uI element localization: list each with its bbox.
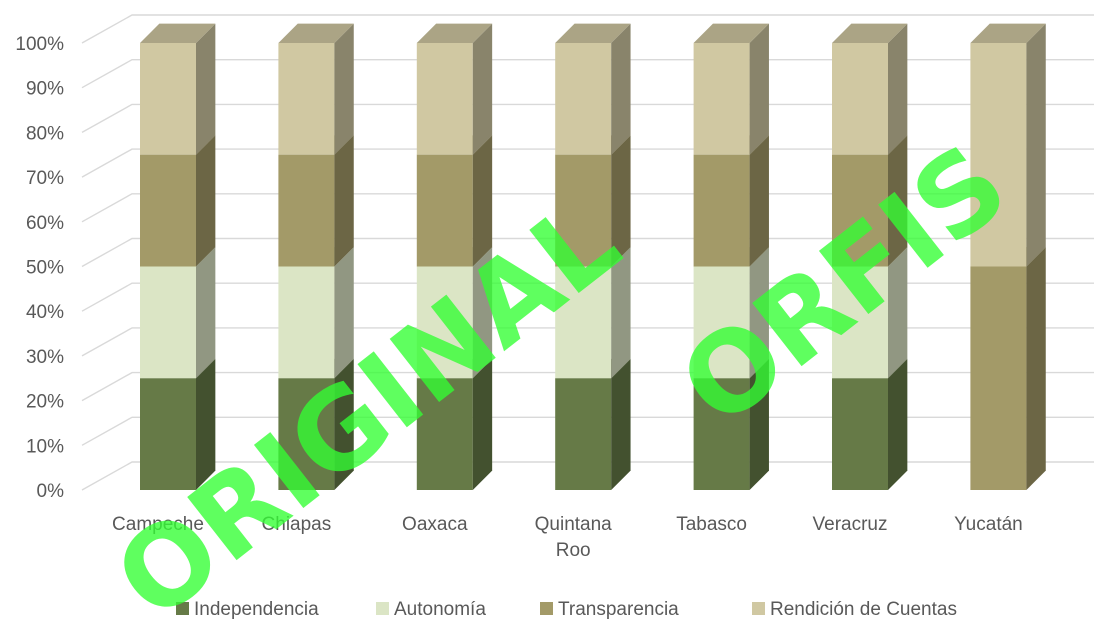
y-tick-label: 10% xyxy=(26,436,64,457)
bar-segment xyxy=(278,135,353,266)
legend-item: Rendición de Cuentas xyxy=(752,599,957,620)
bar-segment-side xyxy=(196,135,215,266)
bar-segment xyxy=(555,24,630,155)
bar-segment-side xyxy=(888,24,907,155)
bar-segment-side xyxy=(750,24,769,155)
bar-segment-side xyxy=(334,135,353,266)
y-tick-label: 50% xyxy=(26,258,64,279)
legend-label: Transparencia xyxy=(558,599,679,620)
bar-segment-side xyxy=(611,359,630,490)
bar-segment-front xyxy=(832,43,888,155)
bar-segment xyxy=(555,359,630,490)
category-label: Roo xyxy=(556,540,591,561)
bar-segment-side xyxy=(1026,24,1045,267)
category-label: Oaxaca xyxy=(402,514,468,535)
y-tick-label: 100% xyxy=(15,34,64,55)
bar-segment-side xyxy=(196,247,215,378)
bar-segment xyxy=(970,247,1045,490)
bar-segment-side xyxy=(750,135,769,266)
bar-segment-side xyxy=(196,24,215,155)
bar-segment-side xyxy=(888,359,907,490)
y-tick-label: 0% xyxy=(37,481,65,502)
legend-label: Rendición de Cuentas xyxy=(770,599,957,620)
bar-segment xyxy=(832,359,907,490)
bar-segment xyxy=(278,24,353,155)
bar-segment-front xyxy=(417,155,473,267)
bar-segment-side xyxy=(1026,247,1045,490)
y-tick-label: 20% xyxy=(26,392,64,413)
y-tick-label: 70% xyxy=(26,168,64,189)
y-tick-label: 90% xyxy=(26,79,64,100)
y-axis-tick-labels: 0% 10% 20% 30% 40% 50% 60% 70% 80% 90% 100% xyxy=(15,34,64,502)
bar-segment-front xyxy=(694,43,750,155)
bar-segment xyxy=(832,24,907,155)
bar-segment-front xyxy=(694,155,750,267)
bar-segment xyxy=(694,24,769,155)
category-label: Veracruz xyxy=(813,514,888,535)
y-tick-label: 80% xyxy=(26,123,64,144)
category-label: Yucatán xyxy=(954,514,1023,535)
legend-item: Autonomía xyxy=(376,599,486,620)
bar-segment-front xyxy=(278,43,334,155)
bar-segment-side xyxy=(334,24,353,155)
bar-segment-front xyxy=(555,43,611,155)
y-tick-label: 30% xyxy=(26,347,64,368)
legend-swatch xyxy=(752,602,765,615)
bar-segment-front xyxy=(417,43,473,155)
bar-segment xyxy=(694,135,769,266)
y-tick-label: 40% xyxy=(26,302,64,323)
bar-segment-front xyxy=(140,267,196,379)
bar-segment-front xyxy=(140,43,196,155)
bar-segment xyxy=(140,135,215,266)
y-tick-label: 60% xyxy=(26,213,64,234)
bar-segment-side xyxy=(611,24,630,155)
bar-segment-front xyxy=(140,155,196,267)
bar-segment xyxy=(417,24,492,155)
legend-label: Autonomía xyxy=(394,599,486,620)
legend: Independencia Autonomía Transparencia Rendi… xyxy=(176,599,957,620)
bar-segment xyxy=(140,247,215,378)
category-label: Tabasco xyxy=(676,514,747,535)
legend-swatch xyxy=(376,602,389,615)
bar-segment xyxy=(140,24,215,155)
bar-segment-front xyxy=(278,155,334,267)
category-label: Quintana xyxy=(535,514,613,535)
bar-segment-front xyxy=(832,378,888,490)
bar-segment-front xyxy=(555,378,611,490)
legend-item: Transparencia xyxy=(540,599,679,620)
legend-swatch xyxy=(540,602,553,615)
bar-segment-front xyxy=(970,267,1026,491)
bar-segment-side xyxy=(473,24,492,155)
